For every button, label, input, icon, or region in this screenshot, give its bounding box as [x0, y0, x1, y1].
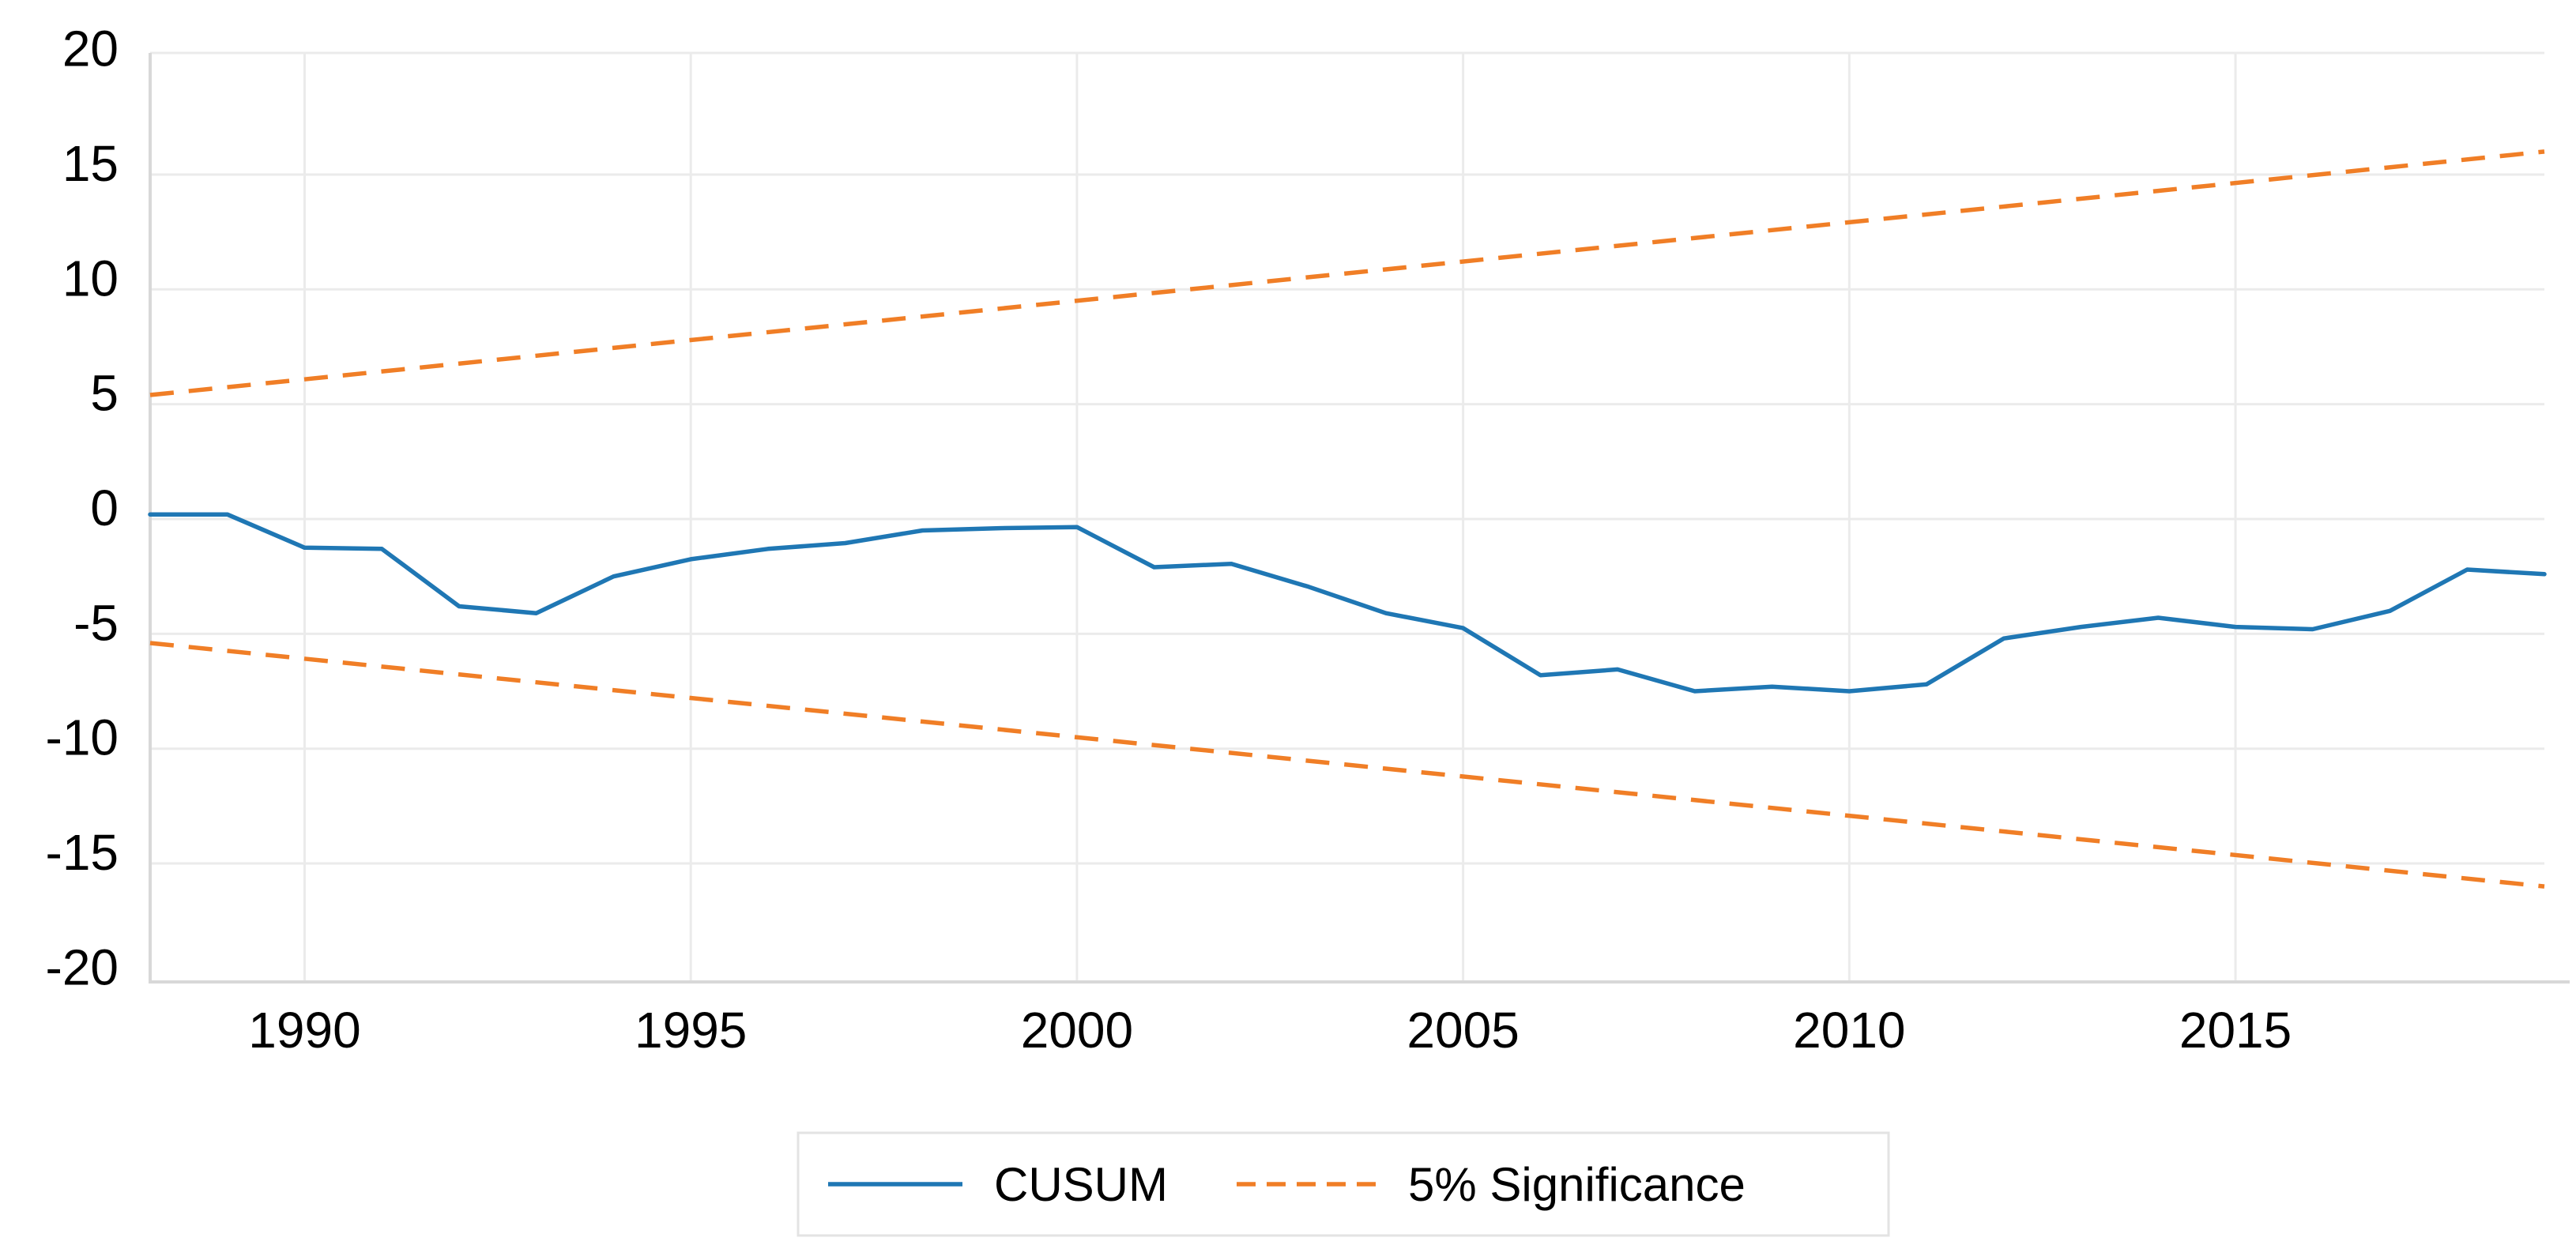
- gridlines: [150, 51, 2544, 982]
- legend: CUSUM 5% Significance: [797, 1131, 1890, 1237]
- y-tick-label--5: -5: [73, 594, 119, 651]
- x-tick-label-2010: 2010: [1793, 1002, 1905, 1059]
- x-tick-label-1995: 1995: [635, 1002, 747, 1059]
- y-tick-label-5: 5: [90, 365, 119, 422]
- cusum-line: [148, 512, 2547, 694]
- y-tick-label--15: -15: [46, 824, 119, 881]
- y-tick-label-15: 15: [62, 135, 119, 192]
- legend-significance-label: 5% Significance: [1408, 1158, 1746, 1211]
- y-tick-label-20: 20: [62, 21, 119, 77]
- axes: [149, 53, 2570, 984]
- legend-cusum-label: CUSUM: [994, 1158, 1168, 1211]
- y-tick-label--20: -20: [46, 938, 119, 995]
- y-tick-label-0: 0: [90, 480, 119, 536]
- significance-upper-line: [149, 149, 2545, 397]
- y-tick-label--10: -10: [46, 709, 119, 766]
- x-tick-label-2015: 2015: [2179, 1002, 2292, 1059]
- significance-bounds: [149, 149, 2545, 889]
- x-tick-label-2000: 2000: [1021, 1002, 1133, 1059]
- significance-lower-line: [149, 641, 2545, 889]
- y-tick-label-10: 10: [62, 250, 119, 307]
- x-tick-label-2005: 2005: [1407, 1002, 1519, 1059]
- x-tick-label-1990: 1990: [248, 1002, 360, 1059]
